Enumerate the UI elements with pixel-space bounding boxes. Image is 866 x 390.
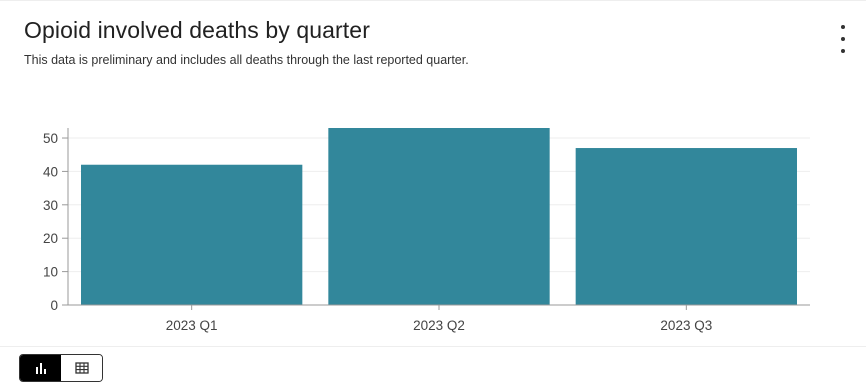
table-view-button[interactable] — [61, 355, 102, 381]
kebab-dot — [841, 25, 845, 29]
bar — [328, 128, 550, 305]
y-tick-label: 20 — [43, 231, 58, 246]
chart-subtitle: This data is preliminary and includes al… — [24, 53, 469, 67]
bar-chart-icon — [35, 363, 46, 374]
y-tick-label: 0 — [50, 298, 58, 313]
kebab-dot — [841, 37, 845, 41]
x-tick-label: 2023 Q1 — [166, 318, 218, 333]
view-toggle — [19, 354, 103, 382]
bar — [575, 148, 797, 305]
y-tick-label: 10 — [43, 265, 58, 280]
table-icon — [74, 362, 89, 374]
footer-divider — [0, 346, 866, 347]
x-tick-label: 2023 Q2 — [413, 318, 465, 333]
bar-chart: 0 10 20 30 40 50 2023 Q1 2023 Q2 2023 Q3 — [43, 128, 810, 333]
x-tick-label: 2023 Q3 — [660, 318, 712, 333]
chart-view-button[interactable] — [20, 355, 61, 381]
kebab-menu-icon[interactable] — [836, 25, 850, 53]
chart-title: Opioid involved deaths by quarter — [24, 17, 370, 43]
bar — [81, 164, 303, 305]
kebab-dot — [841, 49, 845, 53]
y-tick-label: 30 — [43, 198, 58, 213]
y-tick-label: 50 — [43, 131, 58, 146]
y-tick-label: 40 — [43, 164, 58, 179]
